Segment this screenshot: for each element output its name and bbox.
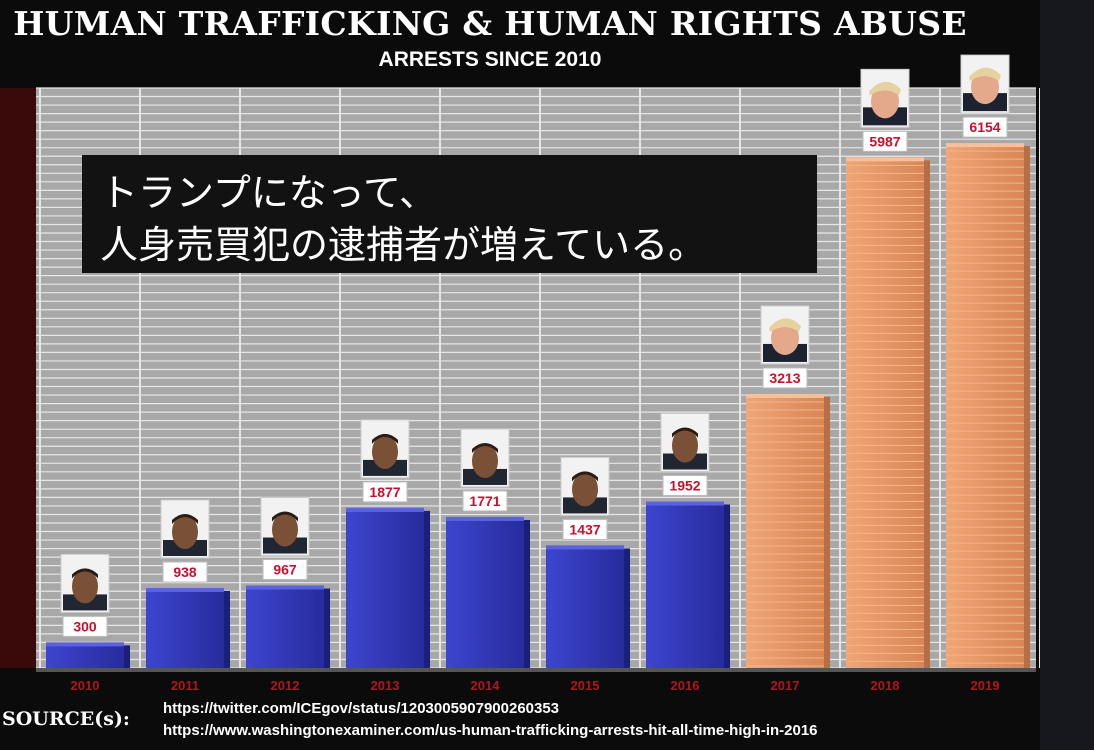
x-tick-2019: 2019 bbox=[971, 678, 1000, 693]
chart-title: HUMAN TRAFFICKING & HUMAN RIGHTS ABUSE bbox=[13, 4, 967, 43]
bar-side bbox=[222, 590, 230, 668]
y-axis-strip bbox=[0, 88, 36, 668]
x-tick-2018: 2018 bbox=[871, 678, 900, 693]
bar-2010 bbox=[46, 642, 124, 668]
value-label-box bbox=[362, 481, 408, 503]
trump-photo bbox=[760, 305, 810, 365]
bar-chart: 300 938 967 1877 1771 1437 1952 3213 5987 6154 201… bbox=[0, 54, 1040, 693]
x-tick-2011: 2011 bbox=[171, 678, 199, 693]
bar-top bbox=[146, 587, 224, 592]
bar-top bbox=[946, 143, 1024, 148]
bar-side bbox=[922, 160, 930, 668]
obama-photo bbox=[560, 456, 610, 516]
bar-top bbox=[346, 507, 424, 512]
bar-side bbox=[1022, 146, 1030, 669]
bar-2014 bbox=[446, 516, 524, 668]
bar-side bbox=[322, 588, 330, 668]
trump-photo bbox=[860, 68, 910, 128]
bar-2018 bbox=[846, 157, 924, 668]
bar-2019 bbox=[946, 143, 1024, 669]
value-label-box bbox=[962, 116, 1008, 138]
obama-photo bbox=[460, 428, 510, 488]
value-label-2018: 5987 bbox=[869, 133, 900, 149]
bar-2012 bbox=[246, 585, 324, 668]
value-label-box bbox=[462, 490, 508, 512]
obama-photo bbox=[660, 413, 710, 473]
bar-side bbox=[522, 519, 530, 668]
plot-floor bbox=[36, 668, 1036, 672]
value-label-2013: 1877 bbox=[369, 484, 400, 500]
bar-side bbox=[122, 645, 130, 668]
bar-top bbox=[546, 545, 624, 550]
bar-top bbox=[46, 642, 124, 647]
obama-photo bbox=[260, 497, 310, 557]
bar-top bbox=[646, 501, 724, 506]
value-label-box bbox=[262, 559, 308, 581]
value-label-box bbox=[62, 615, 108, 637]
bar-side bbox=[822, 396, 830, 668]
value-label-2011: 938 bbox=[173, 564, 197, 580]
source-label: SOURCE(s): bbox=[2, 708, 130, 730]
value-label-2016: 1952 bbox=[669, 478, 700, 494]
obama-photo bbox=[160, 499, 210, 559]
bar-2013 bbox=[346, 507, 424, 668]
photos bbox=[60, 54, 1010, 613]
trump-photo bbox=[960, 54, 1010, 114]
value-label-box bbox=[662, 475, 708, 497]
caption-overlay: トランプになって、 人身売買犯の逮捕者が増えている。 bbox=[82, 155, 817, 273]
bar-side bbox=[422, 510, 430, 668]
source-link-twitter[interactable]: https://twitter.com/ICEgov/status/120300… bbox=[163, 700, 560, 717]
value-label-2015: 1437 bbox=[569, 521, 600, 537]
bar-2017 bbox=[746, 393, 824, 668]
bars bbox=[46, 143, 1030, 669]
value-label-box bbox=[762, 367, 808, 389]
bar-top bbox=[446, 516, 524, 521]
obama-photo bbox=[360, 419, 410, 479]
value-label-2019: 6154 bbox=[969, 119, 1000, 135]
bar-2011 bbox=[146, 587, 224, 668]
caption-line-1: トランプになって、 bbox=[100, 171, 438, 215]
obama-photo bbox=[60, 553, 110, 613]
bar-2016 bbox=[646, 501, 724, 668]
bar-side bbox=[622, 548, 630, 668]
value-label-2010: 300 bbox=[73, 618, 97, 634]
bar-top bbox=[846, 157, 924, 162]
x-tick-2016: 2016 bbox=[671, 678, 700, 693]
x-tick-2012: 2012 bbox=[271, 678, 300, 693]
chart-subtitle: ARRESTS SINCE 2010 bbox=[378, 48, 602, 71]
value-labels: 300 938 967 1877 1771 1437 1952 3213 5987 6154 bbox=[62, 116, 1008, 637]
value-label-2012: 967 bbox=[273, 562, 297, 578]
x-tick-2014: 2014 bbox=[471, 678, 501, 693]
value-label-2017: 3213 bbox=[769, 370, 800, 386]
bar-side bbox=[722, 504, 730, 668]
x-tick-2017: 2017 bbox=[771, 678, 800, 693]
source-link-washington-examiner[interactable]: https://www.washingtonexaminer.com/us-hu… bbox=[163, 722, 818, 739]
bar-2015 bbox=[546, 545, 624, 668]
x-tick-2010: 2010 bbox=[71, 678, 100, 693]
value-label-box bbox=[162, 561, 208, 583]
value-label-box bbox=[862, 130, 908, 152]
x-tick-2015: 2015 bbox=[571, 678, 600, 693]
value-label-box bbox=[562, 518, 608, 540]
x-tick-2013: 2013 bbox=[371, 678, 400, 693]
caption-line-2: 人身売買犯の逮捕者が増えている。 bbox=[100, 223, 707, 267]
value-label-2014: 1771 bbox=[469, 493, 500, 509]
bar-top bbox=[246, 585, 324, 590]
x-tick-labels: 2010 2011 2012 2013 2014 2015 2016 2017 2018 2019 bbox=[71, 678, 1000, 693]
side-strip bbox=[1040, 0, 1094, 750]
bar-top bbox=[746, 393, 824, 398]
